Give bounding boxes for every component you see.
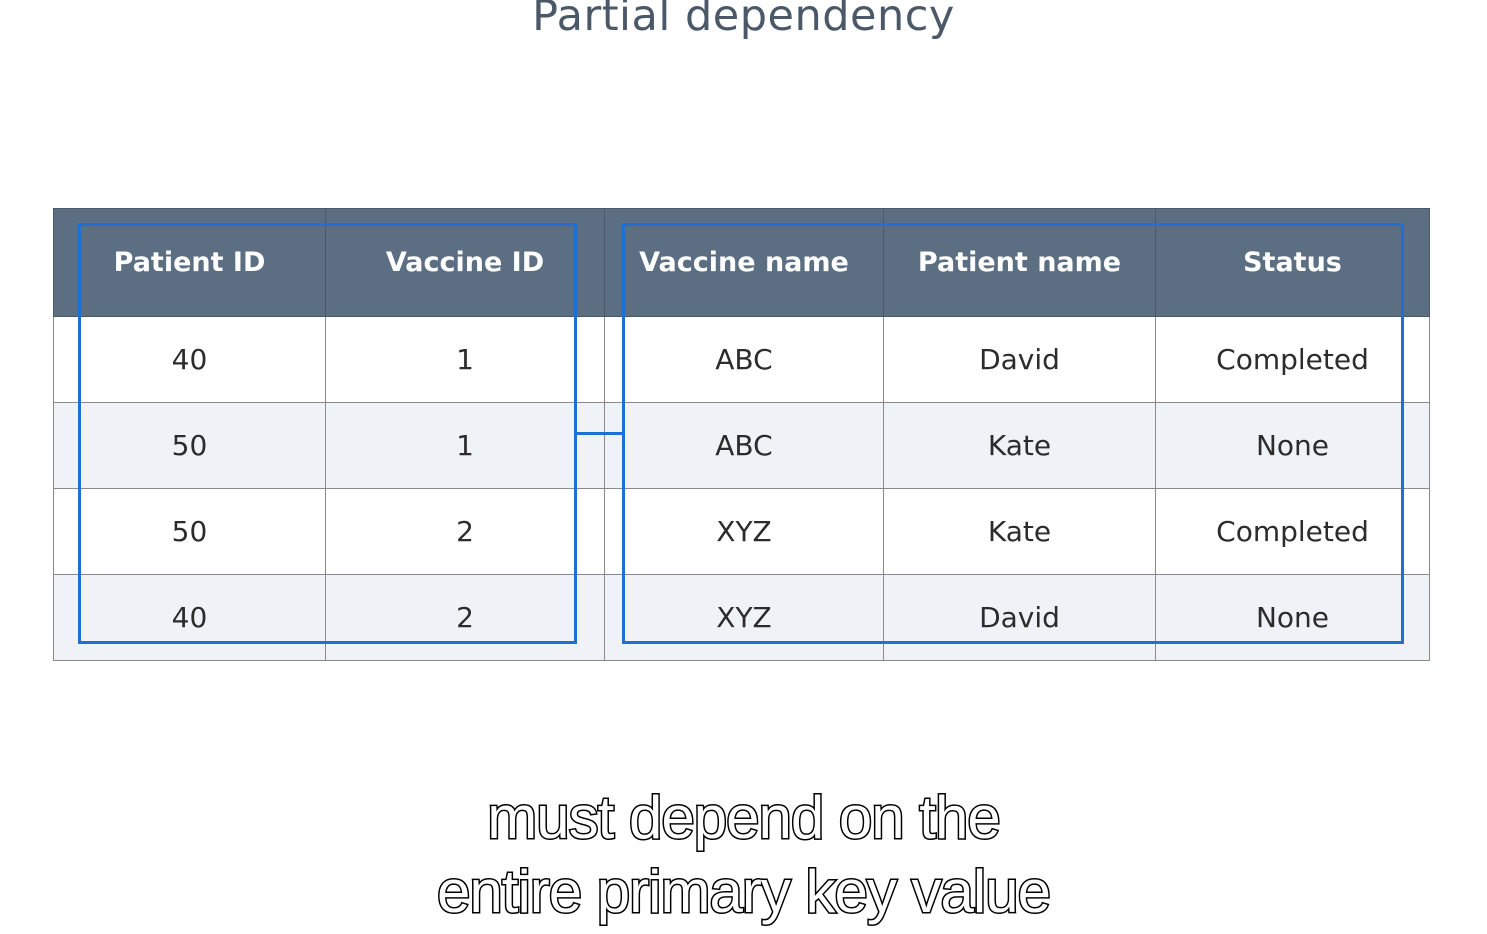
header-patient-name: Patient name — [883, 208, 1156, 317]
cell-vaccine-name: XYZ — [604, 574, 884, 661]
cell-vaccine-id: 2 — [325, 488, 605, 575]
cell-vaccine-name: ABC — [604, 316, 884, 403]
table-row: 40 2 XYZ David None — [53, 574, 1430, 661]
header-vaccine-id: Vaccine ID — [325, 208, 605, 317]
cell-vaccine-id: 1 — [325, 402, 605, 489]
table-row: 40 1 ABC David Completed — [53, 316, 1430, 403]
patient-vaccine-table: Patient ID Vaccine ID Vaccine name Patie… — [53, 208, 1430, 661]
cell-patient-name: Kate — [883, 488, 1156, 575]
dependency-connector-line — [577, 432, 623, 435]
cell-vaccine-id: 1 — [325, 316, 605, 403]
cell-status: Completed — [1155, 488, 1430, 575]
cell-patient-name: Kate — [883, 402, 1156, 489]
cell-vaccine-name: ABC — [604, 402, 884, 489]
subtitle-line-2: entire primary key value — [436, 857, 1053, 927]
cell-status: None — [1155, 402, 1430, 489]
cell-patient-id: 50 — [53, 402, 326, 489]
table-header-row: Patient ID Vaccine ID Vaccine name Patie… — [53, 208, 1430, 317]
slide-title: Partial dependency — [532, 0, 955, 41]
cell-vaccine-name: XYZ — [604, 488, 884, 575]
cell-patient-id: 40 — [53, 574, 326, 661]
cell-patient-id: 40 — [53, 316, 326, 403]
cell-status: None — [1155, 574, 1430, 661]
cell-patient-name: David — [883, 574, 1156, 661]
cell-patient-id: 50 — [53, 488, 326, 575]
cell-patient-name: David — [883, 316, 1156, 403]
table-row: 50 2 XYZ Kate Completed — [53, 488, 1430, 575]
header-status: Status — [1155, 208, 1430, 317]
cell-status: Completed — [1155, 316, 1430, 403]
table-row: 50 1 ABC Kate None — [53, 402, 1430, 489]
header-vaccine-name: Vaccine name — [604, 208, 884, 317]
header-patient-id: Patient ID — [53, 208, 326, 317]
subtitle-line-1: must depend on the — [486, 783, 1002, 853]
cell-vaccine-id: 2 — [325, 574, 605, 661]
